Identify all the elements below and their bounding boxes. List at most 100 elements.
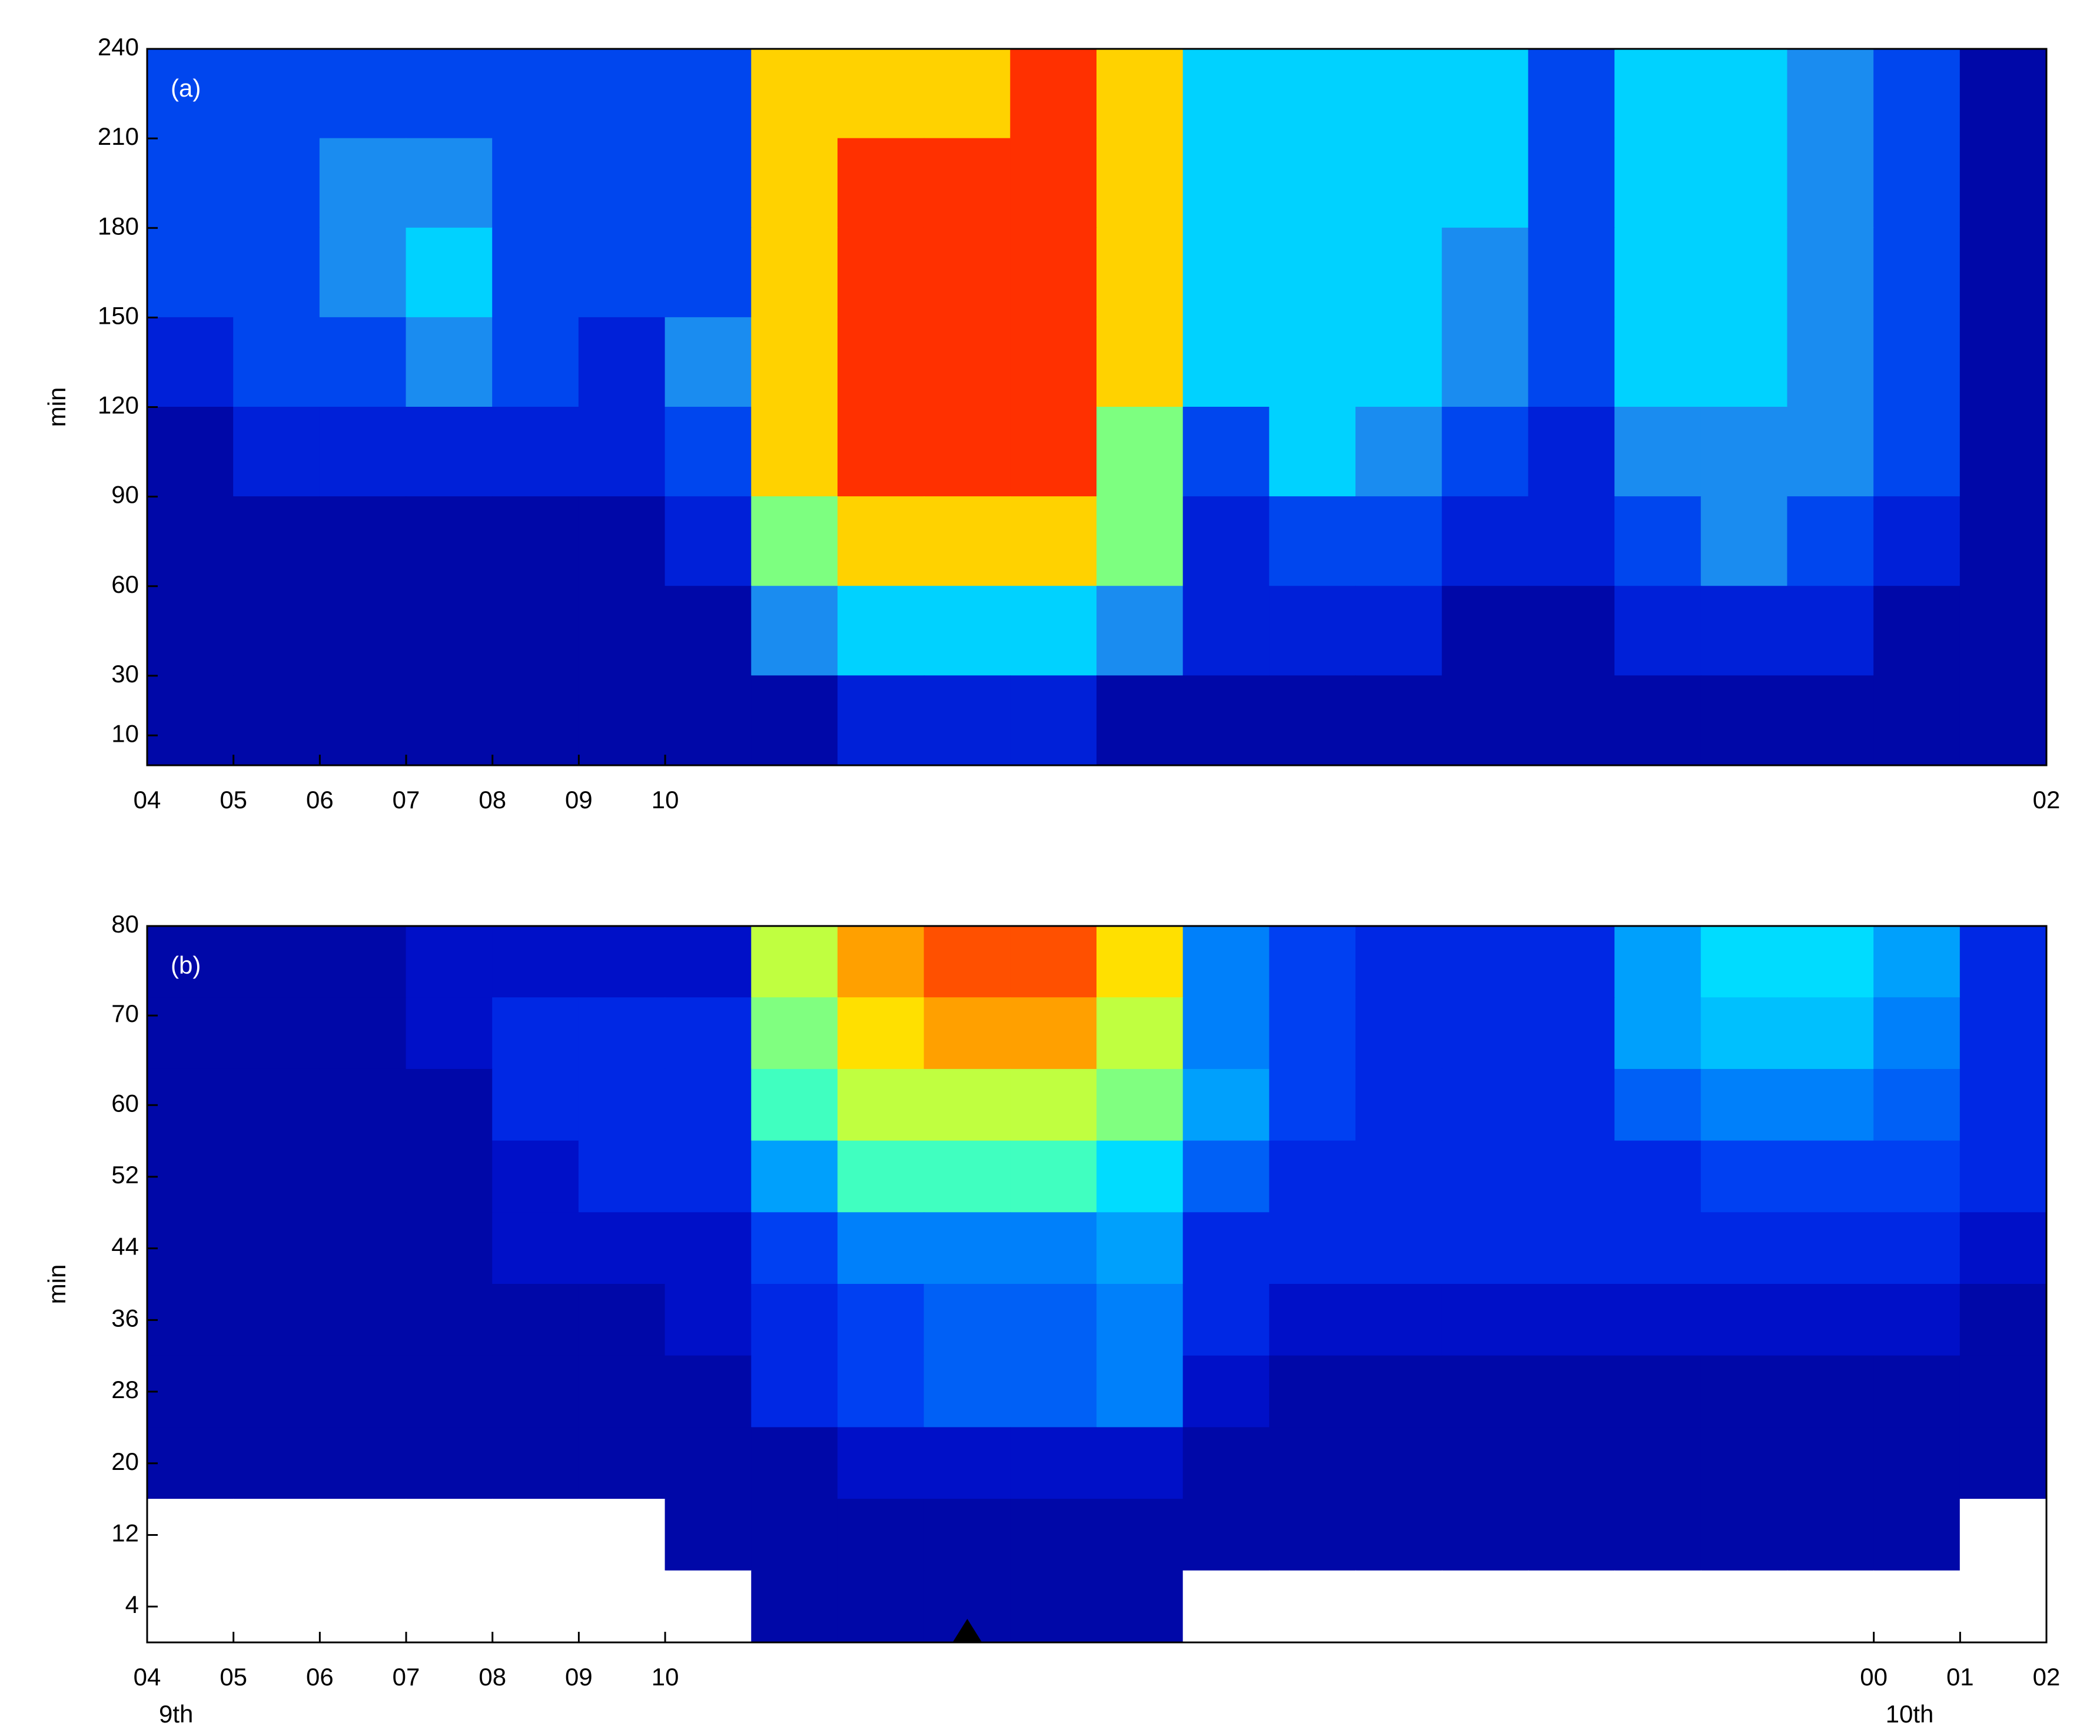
y-tick-label: 4 <box>125 1591 139 1618</box>
contour-cell <box>578 1570 666 1643</box>
contour-cell <box>837 1284 925 1356</box>
contour-cell <box>1269 227 1357 318</box>
contour-cell <box>492 586 579 676</box>
contour-cell <box>751 1068 838 1141</box>
contour-cell <box>1182 407 1270 497</box>
contour-cell <box>1182 675 1270 766</box>
contour-cell <box>1700 1570 1788 1643</box>
contour-cell <box>1873 997 1961 1070</box>
contour-cell <box>1873 925 1961 998</box>
contour-cell <box>1528 1355 1616 1428</box>
contour-cell <box>1355 997 1443 1070</box>
contour-cell <box>1787 1140 1875 1213</box>
contour-field <box>147 925 2047 1643</box>
contour-cell <box>319 1427 407 1500</box>
contour-cell <box>1528 496 1616 587</box>
contour-cell <box>578 1140 666 1213</box>
contour-cell <box>751 1427 838 1500</box>
contour-cell <box>578 586 666 676</box>
contour-cell <box>751 1355 838 1428</box>
contour-cell <box>664 1212 752 1285</box>
contour-cell <box>1614 675 1702 766</box>
contour-cell <box>1355 1140 1443 1213</box>
contour-cell <box>1269 317 1357 407</box>
contour-cell <box>1959 317 2047 407</box>
contour-cell <box>837 1212 925 1285</box>
contour-cell <box>578 317 666 407</box>
contour-cell <box>751 407 838 497</box>
contour-cell <box>923 1499 1011 1571</box>
contour-cell <box>1441 227 1529 318</box>
contour-cell <box>147 1427 234 1500</box>
contour-cell <box>578 1355 666 1428</box>
contour-cell <box>1787 227 1875 318</box>
contour-cell <box>1182 586 1270 676</box>
contour-cell <box>1096 1140 1184 1213</box>
contour-cell <box>1269 1212 1357 1285</box>
contour-cell <box>1787 317 1875 407</box>
x-tick-label: 04 <box>134 786 161 814</box>
contour-cell <box>1441 1499 1529 1571</box>
contour-cell <box>1700 227 1788 318</box>
y-tick-label: 44 <box>111 1233 139 1260</box>
contour-cell <box>578 1212 666 1285</box>
contour-cell <box>233 1499 320 1571</box>
contour-cell <box>1010 1570 1098 1643</box>
contour-cell <box>837 496 925 587</box>
contour-cell <box>406 997 493 1070</box>
contour-cell <box>1873 1499 1961 1571</box>
contour-cell <box>147 227 234 318</box>
contour-cell <box>578 675 666 766</box>
contour-cell <box>837 1499 925 1571</box>
contour-cell <box>751 48 838 139</box>
contour-cell <box>1269 1140 1357 1213</box>
contour-cell <box>1269 407 1357 497</box>
contour-cell <box>406 317 493 407</box>
contour-cell <box>1441 997 1529 1070</box>
contour-cell <box>837 675 925 766</box>
y-tick-label: 36 <box>111 1304 139 1332</box>
contour-cell <box>664 675 752 766</box>
contour-cell <box>147 1212 234 1285</box>
contour-cell <box>1873 48 1961 139</box>
contour-cell <box>1182 48 1270 139</box>
contour-cell <box>1959 1284 2047 1356</box>
contour-cell <box>1441 1140 1529 1213</box>
contour-cell <box>1269 586 1357 676</box>
contour-cell <box>1787 925 1875 998</box>
contour-cell <box>1010 48 1098 139</box>
contour-cell <box>1873 1427 1961 1500</box>
contour-cell <box>1959 925 2047 998</box>
contour-cell <box>1959 407 2047 497</box>
contour-cell <box>1355 1212 1443 1285</box>
contour-cell <box>751 1284 838 1356</box>
contour-cell <box>664 138 752 228</box>
contour-cell <box>147 1570 234 1643</box>
contour-cell <box>1269 48 1357 139</box>
contour-cell <box>1096 1570 1184 1643</box>
contour-cell <box>1700 496 1788 587</box>
x-tick-label: 06 <box>306 1663 334 1691</box>
contour-cell <box>1959 586 2047 676</box>
contour-cell <box>1700 138 1788 228</box>
contour-cell <box>492 407 579 497</box>
contour-cell <box>406 586 493 676</box>
contour-cell <box>1873 317 1961 407</box>
contour-cell <box>923 1427 1011 1500</box>
contour-cell <box>147 496 234 587</box>
x-tick-label: 04 <box>134 1663 161 1691</box>
contour-cell <box>751 1212 838 1285</box>
contour-cell <box>147 925 234 998</box>
contour-cell <box>664 1355 752 1428</box>
x-tick-label: 07 <box>393 1663 420 1691</box>
contour-cell <box>837 1355 925 1428</box>
y-tick-label: 150 <box>98 301 139 329</box>
x-tick-label: 09 <box>565 786 593 814</box>
contour-cell <box>406 407 493 497</box>
contour-cell <box>1096 138 1184 228</box>
contour-cell <box>1959 1212 2047 1285</box>
contour-cell <box>1787 496 1875 587</box>
contour-cell <box>1873 1284 1961 1356</box>
